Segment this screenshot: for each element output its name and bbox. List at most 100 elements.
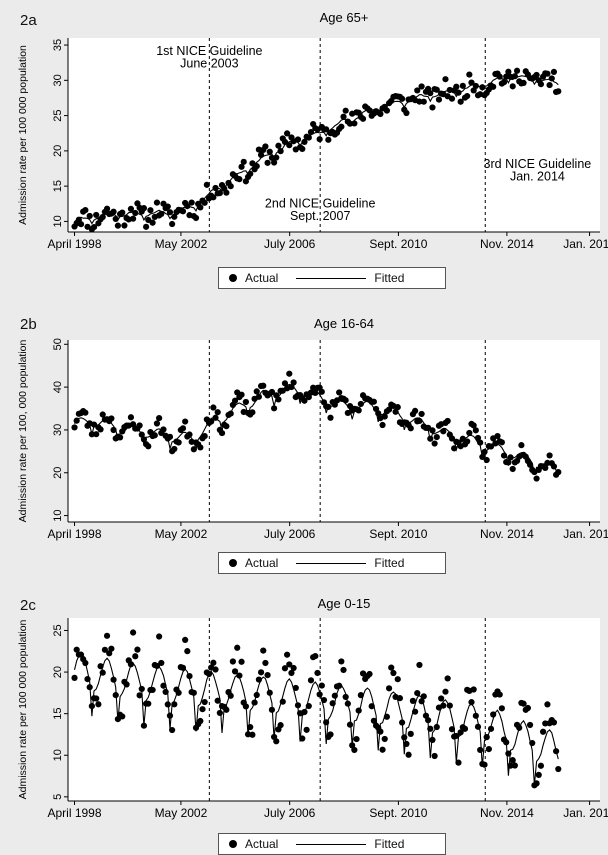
actual-point xyxy=(520,700,527,707)
actual-point xyxy=(99,411,106,418)
x-tick-label: April 1998 xyxy=(47,806,101,820)
legend-2b: Actual Fitted xyxy=(218,552,446,574)
actual-point xyxy=(153,420,161,427)
actual-point xyxy=(357,400,364,408)
actual-point xyxy=(318,682,325,689)
actual-point xyxy=(414,689,421,697)
actual-point xyxy=(416,98,423,105)
actual-point xyxy=(214,409,221,416)
actual-point xyxy=(119,713,126,720)
actual-point xyxy=(97,426,104,433)
legend-actual-label: Actual xyxy=(245,556,279,570)
chart-title: Age 0-15 xyxy=(318,596,371,611)
actual-point xyxy=(90,223,98,231)
fitted-line-icon xyxy=(296,277,367,279)
actual-point xyxy=(286,370,293,377)
actual-point xyxy=(136,422,143,429)
actual-point xyxy=(156,633,163,640)
legend-actual-label: Actual xyxy=(245,837,279,851)
x-tick-label: Jan. 2018 xyxy=(563,806,608,820)
actual-point xyxy=(164,701,171,708)
actual-point xyxy=(379,746,386,753)
legend-actual-label: Actual xyxy=(245,271,279,285)
y-tick-label: 50 xyxy=(52,338,64,350)
actual-point xyxy=(238,658,245,665)
actual-point xyxy=(435,96,443,103)
actual-point xyxy=(433,86,440,93)
actual-point xyxy=(398,95,406,102)
y-tick-label: 15 xyxy=(52,180,64,192)
actual-point xyxy=(106,650,113,657)
actual-point xyxy=(318,388,325,395)
actual-point xyxy=(199,706,206,713)
actual-point xyxy=(485,745,492,753)
actual-point xyxy=(234,644,241,651)
actual-point xyxy=(223,423,230,430)
actual-point xyxy=(201,698,208,706)
actual-point xyxy=(507,454,514,461)
actual-point xyxy=(119,209,126,216)
actual-point xyxy=(182,636,189,643)
actual-point xyxy=(284,130,291,137)
actual-point xyxy=(143,223,150,230)
actual-point xyxy=(544,70,551,77)
actual-point xyxy=(433,434,440,441)
actual-point xyxy=(396,695,404,702)
actual-point xyxy=(158,659,165,667)
actual-point xyxy=(472,427,479,434)
actual-point xyxy=(370,398,377,405)
actual-point xyxy=(544,701,551,708)
actual-point xyxy=(134,646,141,653)
actual-point xyxy=(268,388,276,396)
x-tick-label: July 2006 xyxy=(264,237,316,251)
guideline-annotation: 3rd NICE Guideline xyxy=(484,157,592,171)
actual-point xyxy=(121,222,128,229)
actual-point xyxy=(385,685,393,692)
actual-point xyxy=(86,212,93,220)
actual-point xyxy=(197,204,204,211)
actual-point xyxy=(210,404,217,411)
actual-point xyxy=(223,706,230,713)
actual-point xyxy=(366,670,373,678)
actual-point xyxy=(533,475,540,482)
legend-2a: Actual Fitted xyxy=(218,267,446,289)
actual-point xyxy=(262,143,269,150)
actual-point xyxy=(145,700,152,707)
actual-point xyxy=(316,136,323,143)
legend-2c: Actual Fitted xyxy=(218,833,446,855)
y-tick-label: 5 xyxy=(52,794,64,800)
actual-point xyxy=(218,429,226,437)
actual-point xyxy=(420,693,427,700)
actual-point xyxy=(409,697,417,704)
actual-point xyxy=(275,142,282,149)
actual-point xyxy=(407,730,414,737)
actual-point xyxy=(539,728,547,735)
actual-point xyxy=(240,158,247,165)
actual-point xyxy=(212,184,219,192)
actual-point xyxy=(277,722,284,729)
actual-point xyxy=(427,90,434,97)
actual-point xyxy=(470,422,477,429)
actual-point xyxy=(537,762,545,769)
actual-point xyxy=(533,71,540,79)
y-axis-label: Admission rate per 100, 000 population xyxy=(17,339,29,522)
actual-point xyxy=(145,443,152,450)
actual-point xyxy=(513,67,521,74)
actual-point xyxy=(479,84,486,91)
actual-point xyxy=(249,409,256,416)
actual-point xyxy=(394,676,401,683)
actual-point xyxy=(270,159,278,166)
actual-point xyxy=(314,669,321,677)
actual-point xyxy=(455,89,462,96)
actual-point xyxy=(477,746,484,754)
actual-point xyxy=(438,695,445,702)
actual-point xyxy=(468,699,475,706)
actual-point xyxy=(140,205,148,212)
actual-point xyxy=(336,389,343,396)
actual-point xyxy=(351,746,358,754)
actual-point xyxy=(418,83,425,90)
actual-point xyxy=(472,712,479,719)
actual-point xyxy=(414,87,421,94)
actual-point xyxy=(93,431,100,438)
actual-point xyxy=(403,109,410,117)
